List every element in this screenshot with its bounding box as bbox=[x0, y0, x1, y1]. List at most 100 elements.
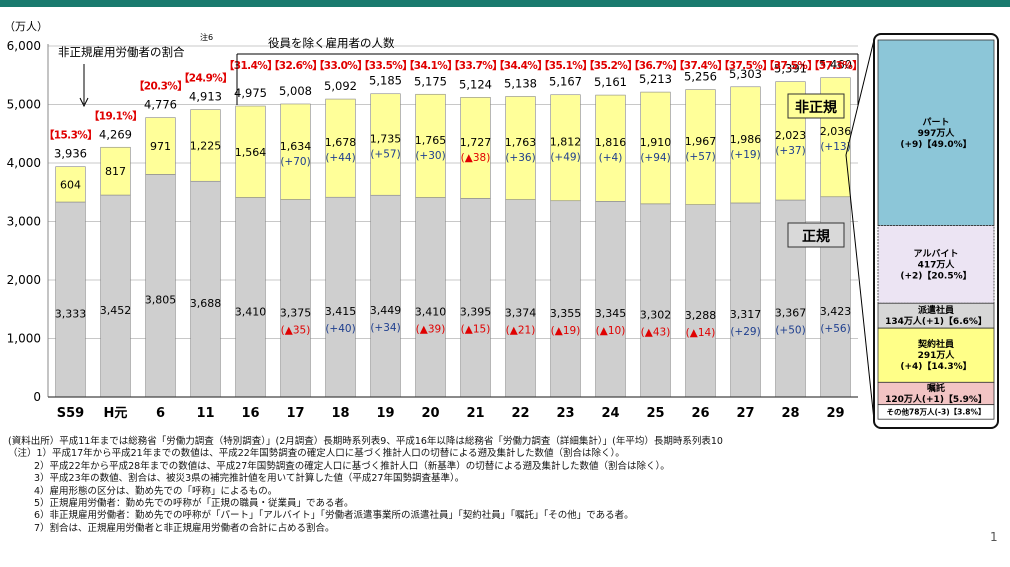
nonregular-change-label: (+57) bbox=[685, 151, 715, 163]
note-3: 3）平成23年の数値、割合は、被災3県の補完推計値を用いて計算した値（平成27年… bbox=[34, 473, 465, 485]
bar-nonregular bbox=[550, 94, 581, 202]
ratio-label: 【15.3%】 bbox=[44, 129, 97, 142]
breakdown-segment-label: 134万人(+1)【6.6%】 bbox=[885, 315, 987, 327]
bar-regular bbox=[55, 201, 86, 398]
bar-regular bbox=[325, 196, 356, 398]
regular-value-label: 3,367 bbox=[775, 307, 807, 320]
bar-nonregular bbox=[280, 103, 311, 200]
regular-value-label: 3,355 bbox=[550, 307, 582, 320]
ratio-label: 【37.5%】 bbox=[764, 59, 817, 72]
bar-regular bbox=[730, 202, 761, 398]
bar-nonregular bbox=[640, 91, 671, 205]
x-tick-label: H元 bbox=[104, 406, 128, 421]
bar-regular bbox=[280, 199, 311, 398]
breakdown-segment-label: その他78万人(-3)【3.8%】 bbox=[887, 406, 986, 416]
nonregular-change-label: (+13) bbox=[820, 141, 850, 153]
nonregular-change-label: (+36) bbox=[505, 152, 535, 164]
total-value-label: 4,913 bbox=[189, 90, 222, 104]
total-value-label: 4,269 bbox=[99, 127, 132, 141]
breakdown-segment-label: パート bbox=[922, 116, 949, 128]
regular-value-label: 3,302 bbox=[640, 308, 672, 321]
breakdown-segment-label: アルバイト bbox=[914, 248, 959, 259]
regular-value-label: 3,375 bbox=[280, 306, 312, 319]
note-source: (資料出所）平成11年までは総務省「労働力調査（特別調査）」(2月調査）長期時系… bbox=[8, 436, 723, 447]
bar-nonregular bbox=[325, 98, 356, 198]
nonregular-value-label: 1,727 bbox=[460, 136, 492, 149]
regular-value-label: 3,345 bbox=[595, 307, 627, 320]
total-value-label: 5,213 bbox=[639, 72, 672, 86]
regular-value-label: 3,805 bbox=[145, 294, 177, 307]
breakdown-segment bbox=[877, 39, 995, 226]
breakdown-segment-label: 997万人 bbox=[918, 127, 956, 139]
nonregular-value-label: 1,564 bbox=[235, 146, 267, 159]
regular-value-label: 3,288 bbox=[685, 309, 717, 322]
x-tick-label: 23 bbox=[556, 406, 574, 421]
breakdown-segment-label: 120万人(+1)【5.9%】 bbox=[885, 393, 987, 405]
nonregular-value-label: 1,763 bbox=[505, 136, 537, 149]
y-tick-label: 1,000 bbox=[7, 332, 41, 346]
bar-regular bbox=[505, 199, 536, 398]
nonregular-value-label: 1,678 bbox=[325, 136, 357, 149]
ratio-label: 【34.4%】 bbox=[494, 59, 547, 72]
y-tick-label: 0 bbox=[33, 390, 41, 404]
note-4: 4）雇用形態の区分は、勤め先での「呼称」によるもの。 bbox=[34, 485, 278, 497]
bar-regular bbox=[415, 197, 446, 398]
bar-regular bbox=[550, 200, 581, 398]
y-tick-label: 6,000 bbox=[7, 39, 41, 53]
notes-block: (資料出所）平成11年までは総務省「労働力調査（特別調査）」(2月調査）長期時系… bbox=[8, 436, 888, 535]
nonregular-value-label: 1,765 bbox=[415, 134, 447, 147]
ratio-label: 【36.7%】 bbox=[629, 59, 682, 72]
breakdown-segment bbox=[877, 404, 995, 420]
x-tick-label: 17 bbox=[286, 406, 304, 421]
total-value-label: 5,185 bbox=[369, 74, 402, 88]
y-unit-label: （万人） bbox=[4, 20, 48, 33]
nonregular-change-label: (+4) bbox=[599, 152, 623, 164]
connector-bottom bbox=[845, 154, 875, 421]
note-1: （注）1）平成17年から平成21年までの数値は、平成22年国勢調査の確定人口に基… bbox=[8, 448, 625, 460]
regular-change-label: (▲19) bbox=[551, 325, 581, 337]
breakdown-segment-label: 291万人 bbox=[918, 349, 956, 361]
nonregular-change-label: (+19) bbox=[730, 149, 760, 161]
regular-value-label: 3,410 bbox=[235, 305, 267, 318]
nonregular-value-label: 1,634 bbox=[280, 140, 312, 153]
total-value-label: 5,167 bbox=[549, 75, 582, 89]
regular-value-label: 3,449 bbox=[370, 304, 402, 317]
x-tick-label: 22 bbox=[511, 406, 529, 421]
x-tick-label: 18 bbox=[331, 406, 349, 421]
total-value-label: 5,124 bbox=[459, 77, 492, 91]
nonregular-change-label: (+44) bbox=[325, 152, 355, 164]
total-value-label: 5,138 bbox=[504, 76, 537, 90]
regular-change-label: (+29) bbox=[730, 326, 760, 338]
x-tick-label: 24 bbox=[601, 406, 619, 421]
axes: 0 1,000 2,000 3,000 4,000 5,000 6,000 （万人） S59 H元… bbox=[4, 20, 858, 421]
bars bbox=[55, 77, 851, 398]
breakdown-segment-label: (+9)【49.0%】 bbox=[900, 139, 971, 150]
nonregular-value-label: 971 bbox=[150, 140, 171, 153]
page-number: 1 bbox=[990, 530, 998, 544]
total-value-label: 5,161 bbox=[594, 75, 627, 89]
breakdown-segment-label: (+2)【20.5%】 bbox=[900, 270, 971, 281]
regular-value-label: 3,317 bbox=[730, 308, 762, 321]
nonregular-value-label: 1,225 bbox=[190, 139, 222, 152]
ratio-label: 【37.3%】 bbox=[809, 59, 862, 72]
bar-regular bbox=[190, 180, 221, 398]
regular-change-label: (▲10) bbox=[596, 325, 626, 337]
regular-change-label: (▲35) bbox=[281, 324, 311, 336]
total-value-label: 5,256 bbox=[684, 70, 717, 84]
nonregular-value-label: 1,816 bbox=[595, 136, 627, 149]
regular-value-label: 3,395 bbox=[460, 306, 492, 319]
regular-value-label: 3,423 bbox=[820, 305, 852, 318]
ratio-label: 【34.1%】 bbox=[404, 59, 457, 72]
bar-regular bbox=[145, 174, 176, 398]
regular-change-label: (▲43) bbox=[641, 326, 671, 338]
bar-nonregular bbox=[460, 97, 491, 199]
note-2: 2）平成22年から平成28年までの数値は、平成27年国勢調査の確定人口に基づく推… bbox=[34, 460, 670, 472]
breakdown-panel: パート997万人(+9)【49.0%】アルバイト417万人(+2)【20.5%】… bbox=[873, 33, 999, 429]
nonregular-value-label: 2,023 bbox=[775, 129, 807, 142]
employment-chart: 3,333 604 3,936 【15.3%】 3,452 817 4,269 【19.1%】… bbox=[4, 20, 999, 429]
y-tick-label: 4,000 bbox=[7, 156, 41, 170]
ratio-label: 【33.0%】 bbox=[314, 59, 367, 72]
ratio-label: 【20.3%】 bbox=[134, 80, 187, 93]
regular-label-text: 正規 bbox=[802, 229, 830, 245]
ratio-label: 【37.5%】 bbox=[719, 59, 772, 72]
